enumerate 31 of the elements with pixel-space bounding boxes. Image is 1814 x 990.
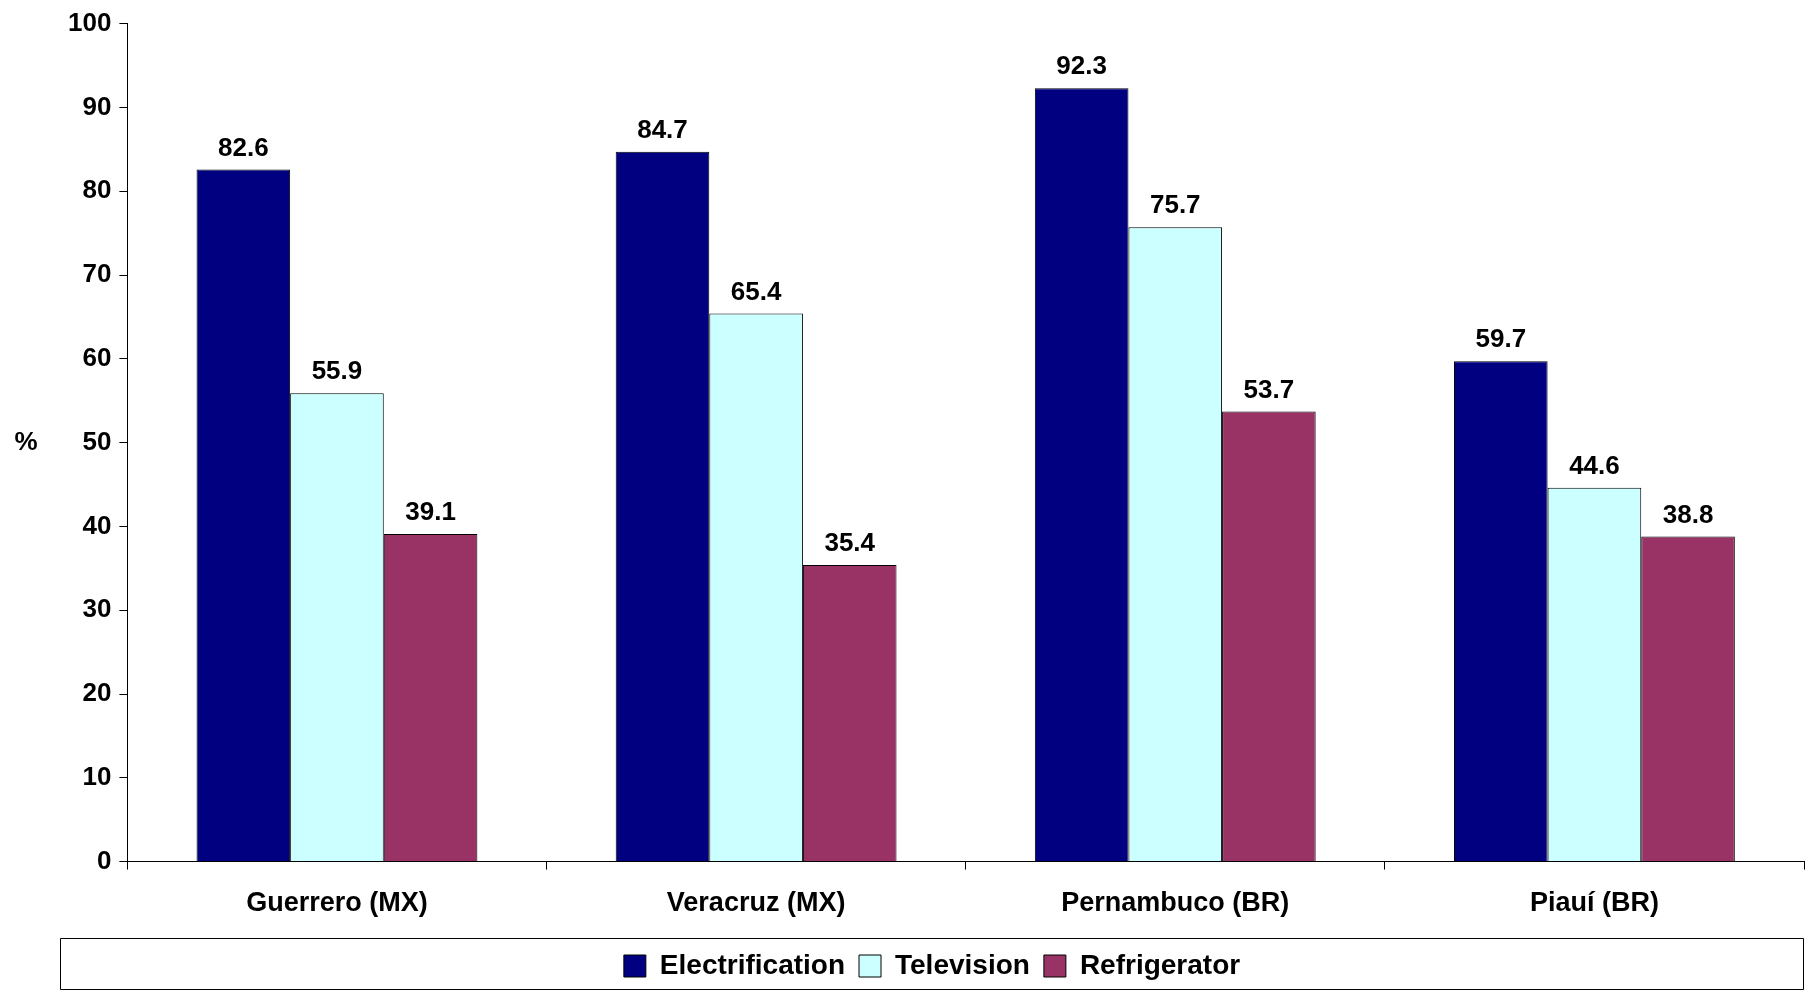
data-label: 59.7 [1475, 323, 1527, 354]
x-tick-label: Veracruz (MX) [666, 887, 846, 918]
y-tick-label: 100 [67, 6, 112, 37]
y-tick-label: 60 [82, 341, 112, 372]
data-label: 35.4 [824, 527, 876, 558]
data-label: 82.6 [218, 131, 269, 162]
data-label: 55.9 [311, 355, 363, 386]
data-label: 75.7 [1149, 189, 1201, 220]
y-axis-title: % [14, 425, 38, 456]
legend-label: Television [895, 948, 1030, 980]
data-label: 39.1 [405, 496, 456, 527]
x-tick-label: Pernambuco (BR) [1061, 887, 1290, 918]
x-tick-label: Guerrero (MX) [246, 887, 428, 918]
y-tick-label: 80 [82, 174, 112, 205]
y-tick-label: 30 [82, 593, 112, 624]
data-label: 38.8 [1662, 498, 1714, 529]
y-tick-label: 10 [82, 760, 112, 791]
y-tick-label: 0 [96, 844, 112, 875]
data-label: 44.6 [1569, 450, 1620, 481]
data-label: 53.7 [1243, 373, 1295, 404]
y-tick-label: 40 [82, 509, 112, 540]
legend-label: Refrigerator [1079, 948, 1241, 980]
data-label: 84.7 [637, 113, 688, 144]
y-tick-label: 20 [82, 677, 112, 708]
y-tick-label: 70 [82, 258, 112, 289]
data-label: 65.4 [730, 275, 782, 306]
x-tick-label: Piauí (BR) [1529, 887, 1659, 918]
y-tick-label: 50 [82, 425, 112, 456]
legend-label: Electrification [659, 948, 846, 980]
data-label: 92.3 [1056, 50, 1107, 81]
y-tick-label: 90 [82, 90, 112, 121]
